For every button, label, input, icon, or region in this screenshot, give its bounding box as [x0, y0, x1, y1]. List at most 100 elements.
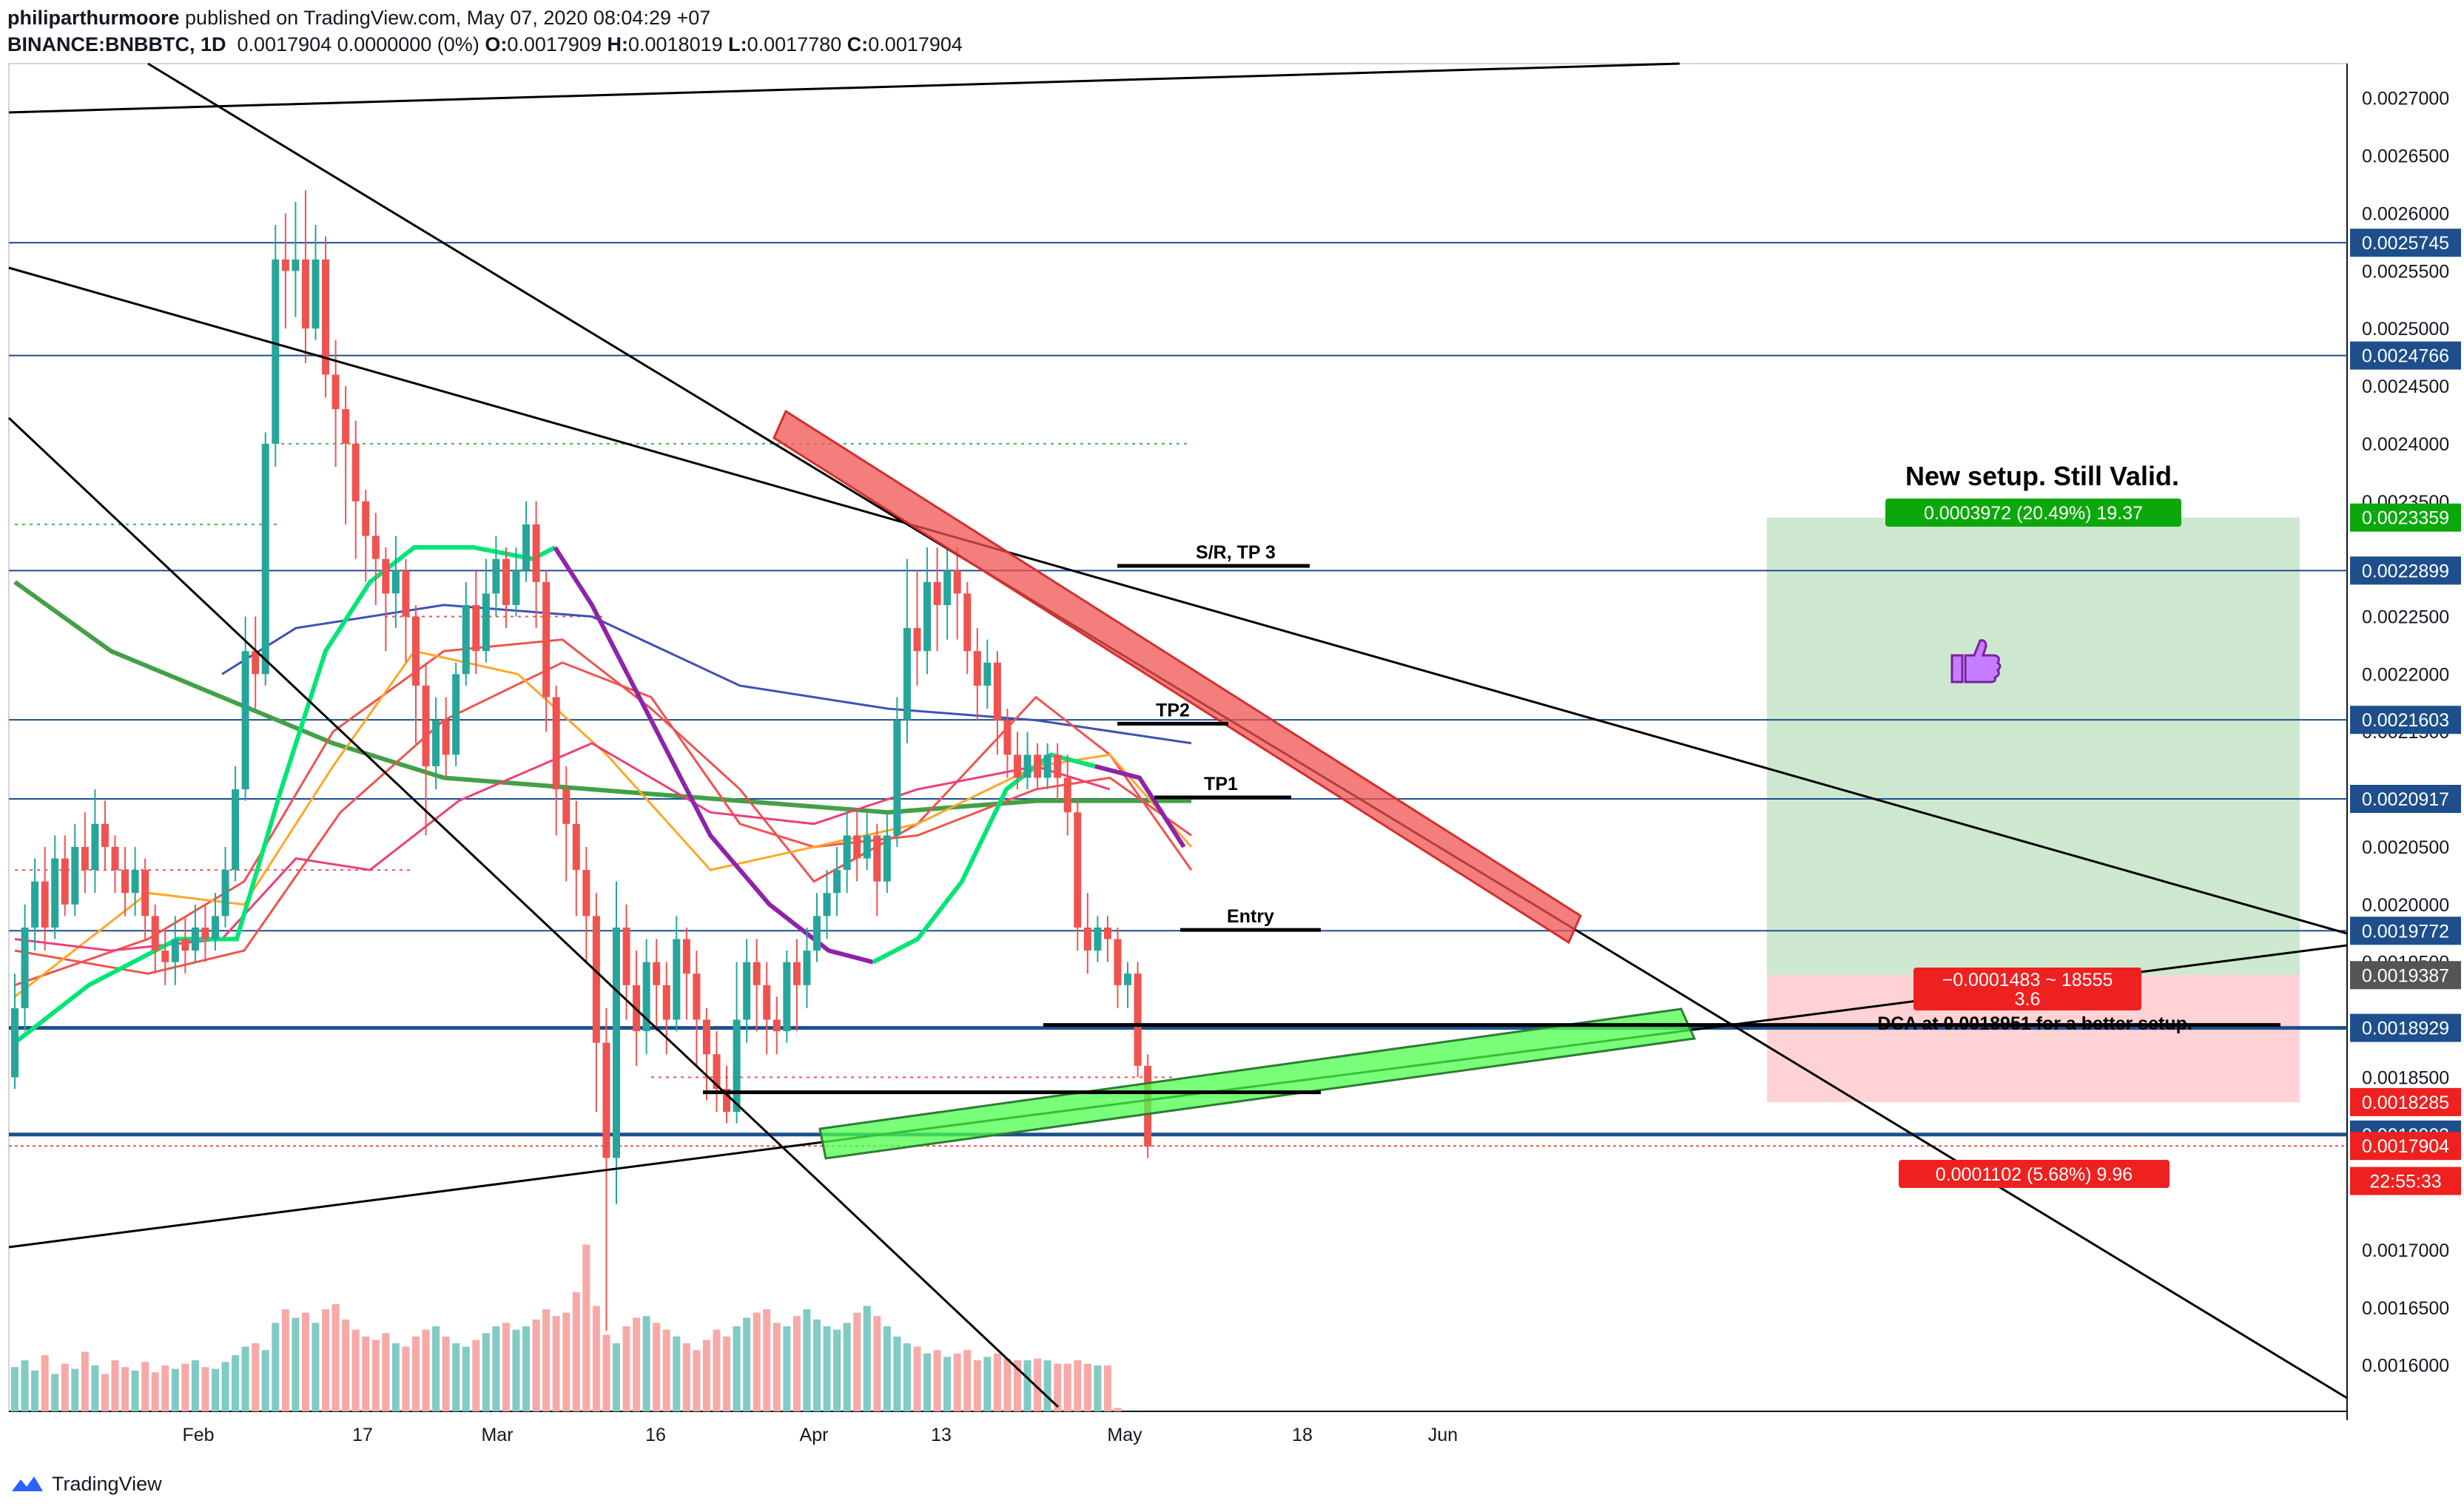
- candle-body: [1014, 754, 1021, 778]
- volume-bar: [883, 1326, 891, 1411]
- candle-body: [843, 835, 851, 871]
- candle-body: [462, 604, 470, 675]
- volume-bar: [342, 1319, 350, 1411]
- volume-bar: [171, 1368, 179, 1411]
- y-tick-label: 0.0020500: [2362, 837, 2449, 858]
- candle-body: [1034, 754, 1042, 778]
- candle-body: [121, 870, 129, 894]
- candle-body: [592, 916, 600, 1043]
- price-level-badge: [2350, 1013, 2461, 1042]
- candle-body: [863, 835, 871, 859]
- candle-body: [682, 939, 690, 974]
- volume-bar: [662, 1329, 670, 1411]
- annotation-label: TP2: [1156, 700, 1190, 720]
- y-tick-label: 0.0022500: [2362, 607, 2449, 627]
- candle-body: [161, 951, 169, 962]
- volume-bar: [863, 1306, 871, 1411]
- candle-body: [261, 443, 269, 675]
- candle-body: [1134, 973, 1142, 1066]
- candle-body: [642, 962, 650, 1032]
- ma-50-line: [14, 661, 1192, 975]
- tradingview-logo[interactable]: TradingView: [10, 1469, 162, 1499]
- volume-bar: [792, 1316, 801, 1411]
- candle-body: [522, 524, 531, 571]
- candle-body: [281, 259, 289, 271]
- candle-body: [1043, 754, 1051, 778]
- volume-bar: [151, 1372, 159, 1411]
- bottom-label: 0.0001102 (5.68%) 9.96: [1936, 1164, 2133, 1185]
- symbol-name[interactable]: BINANCE:BNBBTC, 1D: [7, 33, 226, 55]
- annotation-label: TP1: [1204, 774, 1238, 794]
- volume-bar: [893, 1336, 901, 1411]
- volume-bar: [292, 1317, 300, 1411]
- volume-bar: [833, 1329, 841, 1411]
- volume-bar: [1114, 1408, 1122, 1411]
- candle-body: [322, 259, 330, 375]
- volume-bar: [1054, 1363, 1062, 1411]
- candle-body: [1003, 720, 1011, 755]
- candle-body: [883, 835, 891, 882]
- volume-bar: [673, 1336, 681, 1411]
- candle-body: [993, 662, 1001, 720]
- volume-bar: [1063, 1363, 1071, 1411]
- price-badge: [2350, 1167, 2461, 1195]
- price-badge: [2350, 1132, 2461, 1161]
- volume-bar: [1043, 1360, 1051, 1411]
- volume-bar: [713, 1329, 721, 1411]
- candle-body: [191, 927, 199, 951]
- volume-bar: [813, 1319, 821, 1411]
- candle-body: [382, 558, 390, 594]
- volume-bar: [1003, 1358, 1011, 1411]
- volume-bar: [953, 1353, 961, 1411]
- candle-body: [292, 259, 300, 271]
- candle-body: [1054, 754, 1062, 778]
- volume-bar: [772, 1323, 781, 1411]
- candle-body: [613, 927, 620, 1158]
- candle-body: [472, 604, 480, 652]
- volume-bar: [452, 1343, 460, 1411]
- target-label: 0.0003972 (20.49%) 19.37: [1924, 503, 2143, 524]
- volume-bar: [371, 1340, 380, 1411]
- volume-bar: [472, 1340, 480, 1411]
- price-badge-label: 0.0023359: [2362, 508, 2449, 529]
- candle-body: [31, 881, 39, 928]
- y-tick-label: 0.0016000: [2362, 1356, 2449, 1377]
- volume-bar: [502, 1323, 510, 1411]
- volume-bar: [201, 1367, 209, 1411]
- volume-bar: [221, 1362, 229, 1411]
- x-tick-label: 17: [352, 1425, 373, 1445]
- candle-body: [312, 259, 320, 329]
- volume-bar: [532, 1319, 540, 1411]
- price-level-badge: [2350, 556, 2461, 585]
- candle-body: [512, 570, 520, 605]
- volume-bar: [622, 1326, 630, 1411]
- candle-body: [743, 962, 751, 1020]
- candle-body: [893, 720, 901, 836]
- volume-bar: [351, 1329, 360, 1411]
- ma-20-line: [14, 649, 1193, 998]
- ma-100-line: [221, 604, 1192, 745]
- candle-body: [41, 881, 49, 928]
- candle-body: [953, 570, 961, 594]
- candle-body: [1094, 927, 1102, 951]
- price-badge: [2350, 961, 2461, 990]
- volume-bar: [181, 1363, 189, 1411]
- y-tick-label: 0.0022000: [2362, 664, 2449, 685]
- candle-body: [221, 870, 229, 916]
- candle-body: [402, 570, 410, 617]
- candle-body: [61, 858, 69, 905]
- price-level-label: 0.0019772: [2362, 921, 2449, 942]
- trend-ma-purple: [553, 546, 874, 965]
- candle-body: [252, 651, 260, 675]
- author-name[interactable]: philiparthurmoore: [7, 7, 180, 29]
- volume-bar: [212, 1368, 219, 1411]
- price-level-badge: [2350, 229, 2461, 257]
- volume-bar: [903, 1343, 911, 1411]
- volume-bar: [1083, 1363, 1091, 1411]
- high-label: H:: [607, 33, 628, 55]
- y-tick-label: 0.0025500: [2362, 261, 2449, 282]
- trend-ma-green: [13, 545, 556, 1045]
- candle-body: [1083, 927, 1091, 951]
- volume-bar: [81, 1351, 89, 1411]
